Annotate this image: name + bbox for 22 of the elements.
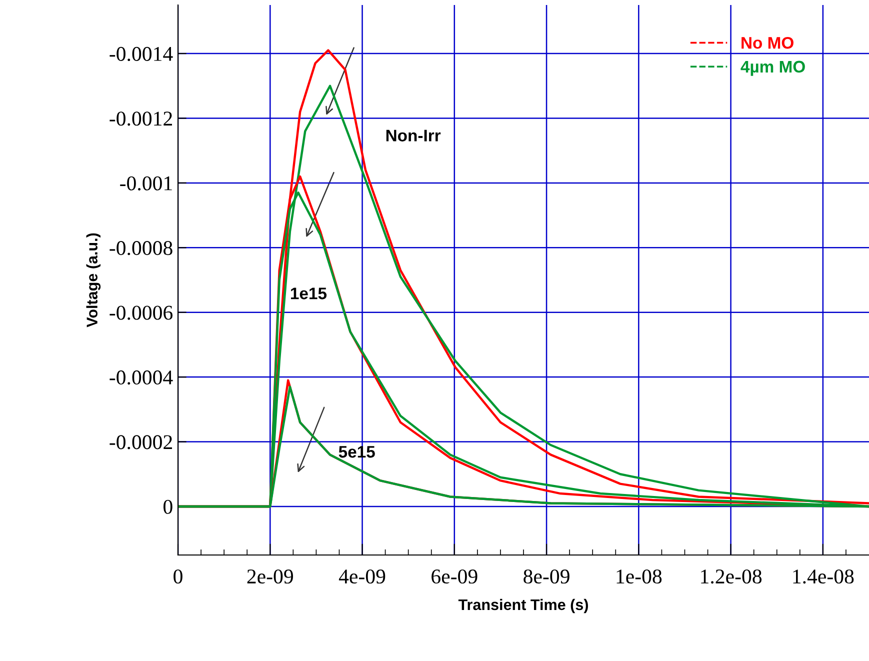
x-axis-title: Transient Time (s) xyxy=(458,598,588,614)
x-tick-label: 1.4e-08 xyxy=(793,569,854,584)
y-tick-label: -0.0012 xyxy=(110,112,172,126)
x-tick-label: 2e-09 xyxy=(247,569,293,584)
x-tick-label: 0 xyxy=(174,569,182,584)
y-tick-label: -0.001 xyxy=(120,176,172,190)
x-tick-label: 1e-08 xyxy=(616,569,662,584)
y-tick-label: -0.0002 xyxy=(110,435,172,450)
y-tick-label: -0.0004 xyxy=(110,370,173,385)
x-tick-label: 8e-09 xyxy=(524,569,570,584)
x-tick-label: 4e-09 xyxy=(338,569,386,584)
y-tick-label: -0.0008 xyxy=(110,241,172,256)
annotation: Non-Irr xyxy=(386,130,441,142)
annotation: 1e15 xyxy=(290,288,327,300)
y-tick-label: 0 xyxy=(164,500,172,514)
y-axis-title: Voltage (a.u.) xyxy=(86,233,101,328)
y-tick-label: -0.0014 xyxy=(110,46,173,62)
y-tick-label: -0.0006 xyxy=(110,306,173,320)
x-tick-label: 1.2e-08 xyxy=(701,569,762,584)
legend-label: No MO xyxy=(742,36,794,49)
legend-label: 4µm MO xyxy=(740,60,805,76)
x-tick-label: 6e-09 xyxy=(432,569,478,584)
